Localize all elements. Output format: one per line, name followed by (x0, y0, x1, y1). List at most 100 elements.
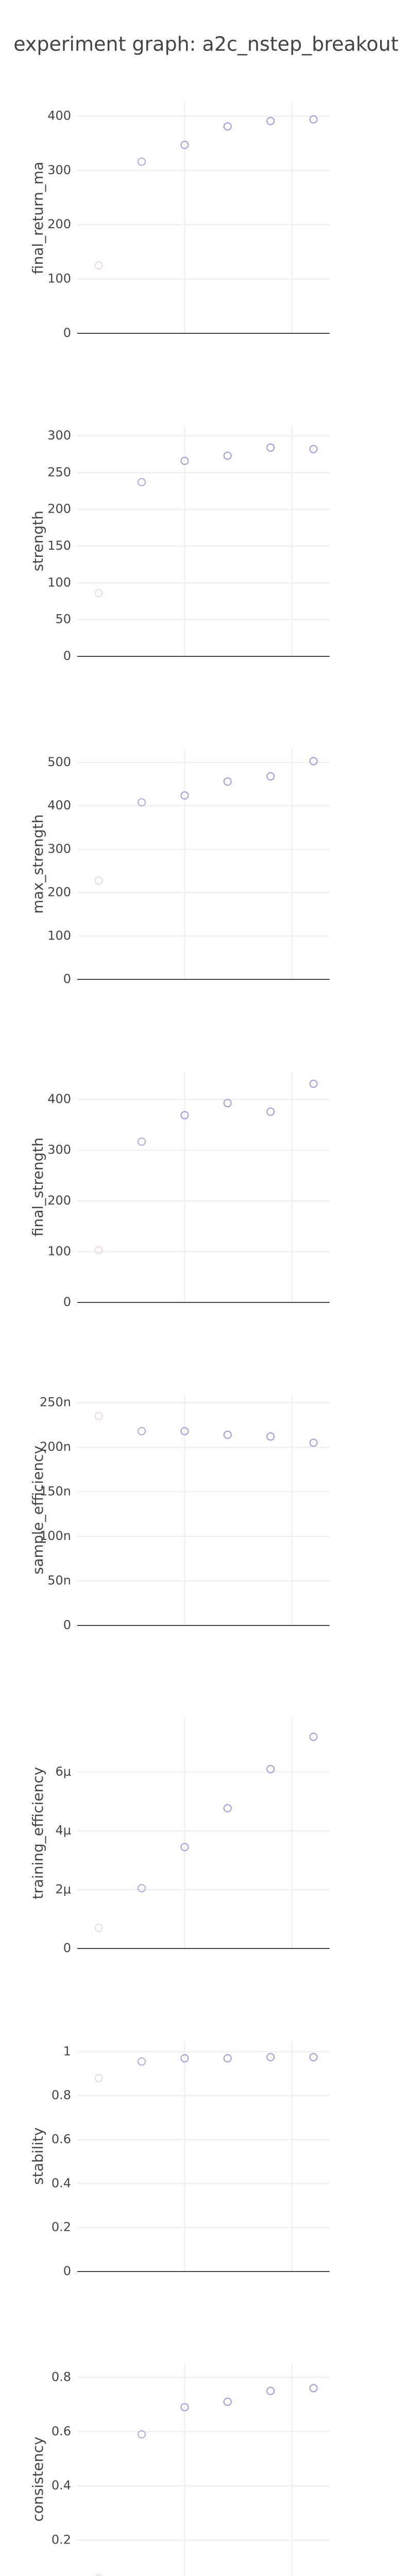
y-axis-label: consistency (29, 2436, 46, 2521)
y-axis-label: strength (29, 511, 46, 571)
y-tick-label: 200 (47, 217, 71, 231)
y-tick-label: 250 (47, 465, 71, 479)
point (94, 1246, 103, 1255)
y-tick-label: 0.6 (52, 2132, 71, 2146)
y-tick-label: 0.2 (52, 2533, 71, 2547)
point (138, 2430, 146, 2439)
y-tick-label: 0 (63, 1941, 71, 1955)
point (266, 1107, 275, 1116)
y-tick-label: 300 (47, 163, 71, 177)
y-tick-label: 0.2 (52, 2220, 71, 2234)
y-axis-label: max_strength (29, 815, 46, 914)
point (95, 2574, 102, 2576)
point (138, 2057, 146, 2066)
point (223, 2397, 232, 2406)
y-tick-label: 0 (63, 1618, 71, 1632)
point (138, 798, 146, 807)
point (223, 451, 232, 460)
point (138, 1427, 146, 1435)
y-tick-label: 0 (63, 326, 71, 340)
y-tick-label: 100 (47, 272, 71, 286)
y-tick-label: 4μ (55, 1823, 71, 1838)
point (266, 1432, 275, 1441)
y-tick-label: 100 (47, 928, 71, 943)
y-axis-label: final_return_ma (29, 162, 46, 274)
point (94, 589, 103, 598)
point (223, 2054, 232, 2063)
point (180, 456, 189, 465)
y-tick-label: 150n (40, 1484, 71, 1499)
point (266, 772, 275, 781)
y-tick-label: 0 (63, 972, 71, 986)
point (309, 2053, 318, 2061)
y-tick-label: 0.4 (52, 2478, 71, 2493)
point (180, 1843, 189, 1852)
point (180, 2054, 189, 2063)
y-tick-label: 100n (40, 1529, 71, 1543)
point (138, 478, 146, 486)
y-tick-label: 300 (47, 841, 71, 856)
y-tick-label: 1 (63, 2044, 71, 2058)
point (180, 141, 189, 149)
point (266, 2053, 275, 2061)
point (266, 116, 275, 125)
point (266, 443, 275, 452)
y-tick-label: 300 (47, 1143, 71, 1157)
y-tick-label: 0 (63, 649, 71, 663)
point (180, 791, 189, 800)
y-tick-label: 0.6 (52, 2424, 71, 2438)
y-axis-label: sample_efficiency (29, 1446, 46, 1574)
point (223, 777, 232, 786)
point (180, 1427, 189, 1435)
y-tick-label: 100 (47, 575, 71, 589)
y-tick-label: 0.8 (52, 2088, 71, 2103)
y-tick-label: 0 (63, 2264, 71, 2278)
y-tick-label: 250n (40, 1395, 71, 1410)
y-axis-label: stability (29, 2127, 46, 2184)
y-tick-label: 200n (40, 1439, 71, 1454)
y-tick-label: 300 (47, 428, 71, 443)
point (138, 1884, 146, 1893)
y-tick-label: 100 (47, 1244, 71, 1259)
point (138, 1137, 146, 1146)
y-tick-label: 500 (47, 755, 71, 769)
y-tick-label: 0.8 (52, 2369, 71, 2384)
point (266, 2386, 275, 2395)
point (309, 1733, 318, 1741)
point (223, 1099, 232, 1108)
y-axis-label: training_efficiency (29, 1767, 46, 1900)
point (94, 2074, 103, 2082)
y-axis-label: final_strength (29, 1138, 46, 1236)
point (309, 2384, 318, 2393)
point (94, 876, 103, 885)
chart-title: experiment graph: a2c_nstep_breakout (13, 33, 399, 56)
y-tick-label: 200 (47, 502, 71, 516)
point (94, 261, 103, 270)
point (223, 1430, 232, 1439)
point (180, 2403, 189, 2412)
point (309, 115, 318, 124)
y-tick-label: 50n (47, 1573, 71, 1588)
point (266, 1765, 275, 1773)
y-tick-label: 6μ (55, 1765, 71, 1779)
point (94, 1412, 103, 1420)
point (223, 122, 232, 131)
y-tick-label: 200 (47, 885, 71, 900)
y-tick-label: 0 (63, 1295, 71, 1309)
point (309, 1438, 318, 1447)
point (223, 1804, 232, 1812)
y-tick-label: 150 (47, 538, 71, 553)
point (94, 1924, 103, 1933)
y-tick-label: 400 (47, 108, 71, 123)
y-tick-label: 400 (47, 1092, 71, 1106)
y-tick-label: 2μ (55, 1882, 71, 1896)
point (309, 757, 318, 766)
y-tick-label: 400 (47, 798, 71, 812)
point (180, 1111, 189, 1120)
point (138, 157, 146, 166)
point (309, 1079, 318, 1088)
y-tick-label: 50 (55, 612, 71, 626)
y-tick-label: 200 (47, 1193, 71, 1208)
